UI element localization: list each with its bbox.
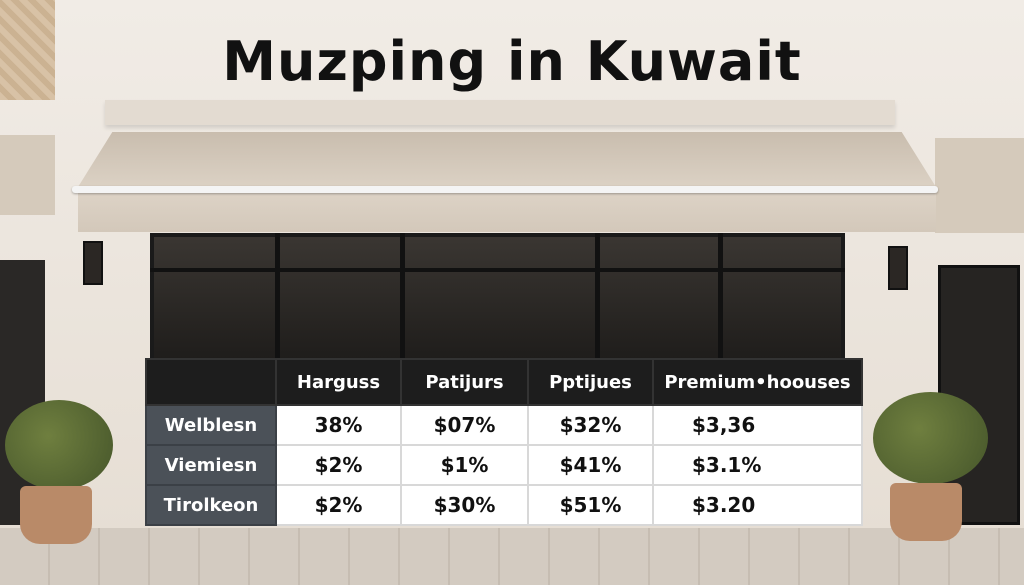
awning-bar <box>72 186 938 193</box>
table-cell: $3.20 <box>652 484 863 526</box>
window-mullion <box>718 233 723 363</box>
table-cell: $1% <box>400 444 529 486</box>
window-mullion <box>595 233 600 363</box>
window-transom <box>150 268 845 272</box>
table-cell: $51% <box>527 484 654 526</box>
window-mullion <box>275 233 280 363</box>
ledge <box>105 100 895 125</box>
awning-left <box>0 135 55 215</box>
table-row: Tirolkeon $2% $30% $51% $3.20 <box>145 484 863 526</box>
row-label: Welblesn <box>145 404 277 446</box>
row-label: Viemiesn <box>145 444 277 486</box>
table-row: Viemiesn $2% $1% $41% $3.1% <box>145 444 863 486</box>
header-cell: Premium•hoouses <box>652 358 863 406</box>
awning <box>78 132 936 232</box>
wall-lamp-icon <box>888 246 908 290</box>
plant-left <box>5 400 113 490</box>
header-cell <box>145 358 277 406</box>
plant-right <box>873 392 988 484</box>
table-cell: $30% <box>400 484 529 526</box>
header-cell: Pptijues <box>527 358 654 406</box>
wall-lamp-icon <box>83 241 103 285</box>
header-cell: Harguss <box>275 358 402 406</box>
table-cell: $3.1% <box>652 444 863 486</box>
table-row: Welblesn 38% $07% $32% $3,36 <box>145 404 863 446</box>
table-cell: $41% <box>527 444 654 486</box>
row-label: Tirolkeon <box>145 484 277 526</box>
table-header-row: Harguss Patijurs Pptijues Premium•hoouse… <box>145 358 863 406</box>
pot-right <box>890 483 962 541</box>
decorative-tiles <box>0 0 55 100</box>
storefront-window <box>150 233 845 363</box>
pavement <box>0 528 1024 585</box>
table-cell: $07% <box>400 404 529 446</box>
table-cell: $32% <box>527 404 654 446</box>
table-cell: 38% <box>275 404 402 446</box>
window-mullion <box>400 233 405 363</box>
table-cell: $2% <box>275 444 402 486</box>
header-cell: Patijurs <box>400 358 529 406</box>
table-cell: $2% <box>275 484 402 526</box>
price-table: Harguss Patijurs Pptijues Premium•hoouse… <box>145 358 863 526</box>
awning-right <box>935 138 1024 233</box>
page-title: Muzping in Kuwait <box>222 30 802 93</box>
pot-left <box>20 486 92 544</box>
table-cell: $3,36 <box>652 404 863 446</box>
